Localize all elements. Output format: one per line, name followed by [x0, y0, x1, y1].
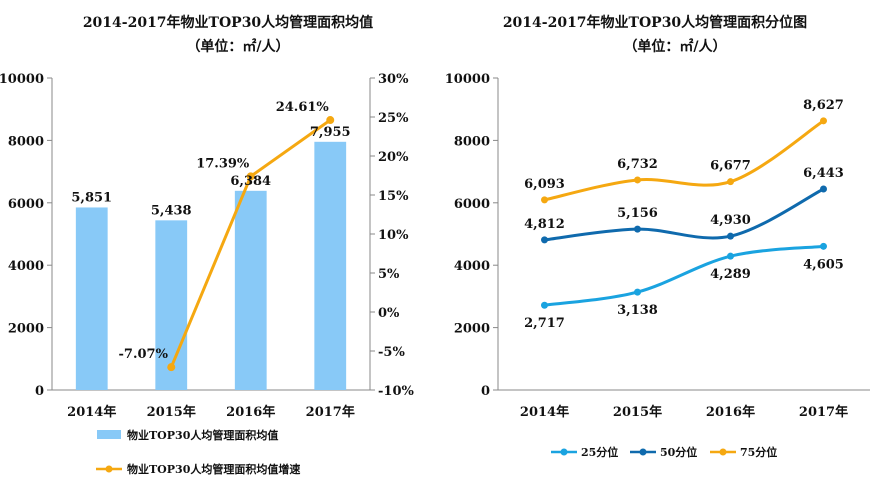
bar	[314, 141, 347, 390]
percentile-point	[634, 176, 641, 184]
left-chart-subtitle: （单位：㎡/人）	[186, 38, 289, 55]
y-tick-label: 8000	[8, 134, 44, 149]
left-legend: 物业TOP30人均管理面积均值 物业TOP30人均管理面积均值增速	[96, 428, 300, 476]
y-tick-label: 2000	[8, 322, 44, 337]
y2-tick-label: 30%	[378, 72, 409, 87]
left-chart-axes: 0 2000 4000 6000 8000 10000 -10% -5% 0% 5% 10% 15% 2…	[0, 72, 414, 420]
percentile-value-label: 4,930	[710, 213, 751, 228]
y-tick-label: 2000	[454, 322, 490, 337]
percentile-point	[727, 178, 734, 186]
percentile-value-label: 8,627	[803, 98, 844, 113]
left-chart-bars	[75, 141, 347, 390]
bar-value-label: 6,384	[230, 174, 271, 189]
percentile-value-label: 2,717	[524, 316, 565, 331]
percentile-point	[820, 242, 827, 250]
x-tick-label: 2015年	[613, 404, 662, 420]
y2-tick-label: 20%	[378, 150, 409, 165]
percentile-line	[544, 187, 825, 242]
legend-p75-label: 75分位	[740, 445, 777, 459]
bar	[155, 220, 188, 390]
percentile-line	[544, 119, 825, 202]
bar-value-label: 5,438	[151, 203, 192, 218]
legend-p25-label: 25分位	[581, 445, 618, 459]
percentile-value-label: 4,605	[803, 257, 844, 272]
x-tick-label: 2016年	[226, 404, 275, 420]
legend-p75-marker	[719, 448, 727, 456]
y2-tick-label: -10%	[378, 384, 414, 399]
bar	[234, 190, 267, 390]
y2-tick-label: 15%	[378, 189, 409, 204]
bar-value-label: 7,955	[310, 125, 351, 140]
growth-point	[167, 363, 176, 372]
y-tick-label: 6000	[8, 197, 44, 212]
bar-value-label: 5,851	[71, 190, 112, 205]
percentile-point	[727, 252, 734, 260]
x-tick-label: 2014年	[67, 404, 116, 420]
legend-p50-label: 50分位	[660, 445, 697, 459]
percentile-value-label: 6,443	[803, 166, 844, 181]
right-legend: 25分位 50分位 75分位	[551, 445, 777, 459]
x-tick-label: 2016年	[706, 404, 755, 420]
left-chart-growth-line	[167, 116, 335, 372]
growth-point	[246, 172, 255, 181]
bar	[75, 207, 108, 390]
legend-bar-label: 物业TOP30人均管理面积均值	[127, 428, 278, 442]
left-chart-data-labels: 5,851 5,438 6,384 7,955 -7.07% 17.39% 24.61%	[71, 100, 350, 362]
right-chart-title: 2014-2017年物业TOP30人均管理面积分位图	[503, 14, 807, 31]
percentile-value-label: 6,677	[710, 159, 751, 174]
growth-value-label: 24.61%	[276, 100, 330, 115]
right-chart-data-labels: 2,717 3,138 4,289 4,605 4,812 5,156 4,930 6,443…	[524, 98, 844, 331]
y2-tick-label: 0%	[378, 306, 400, 321]
percentile-point	[541, 301, 548, 309]
y-tick-label: 4000	[454, 259, 490, 274]
x-tick-label: 2017年	[306, 404, 355, 420]
percentile-point	[541, 196, 548, 204]
percentile-value-label: 6,732	[617, 157, 658, 172]
percentile-point	[727, 232, 734, 240]
x-tick-label: 2015年	[147, 404, 196, 420]
growth-point	[326, 116, 335, 125]
y-tick-label: 0	[481, 384, 490, 399]
percentile-point	[541, 236, 548, 244]
legend-p50-marker	[639, 448, 647, 456]
growth-value-label: 17.39%	[196, 156, 250, 171]
y-tick-label: 6000	[454, 197, 490, 212]
y-tick-label: 10000	[445, 72, 490, 87]
right-chart-lines	[541, 117, 827, 309]
percentile-value-label: 6,093	[524, 177, 565, 192]
percentile-point	[820, 185, 827, 193]
y-tick-label: 10000	[0, 72, 44, 87]
y-tick-label: 8000	[454, 134, 490, 149]
legend-p25-marker	[560, 448, 568, 456]
right-chart-subtitle: （单位：㎡/人）	[623, 38, 726, 55]
y2-tick-label: -5%	[378, 345, 405, 360]
percentile-value-label: 4,289	[710, 267, 751, 282]
right-chart-axes: 0 2000 4000 6000 8000 10000 2014年 2015年 2016年 201…	[445, 72, 870, 420]
y2-tick-label: 25%	[378, 111, 409, 126]
y2-tick-label: 5%	[378, 267, 400, 282]
x-tick-label: 2014年	[520, 404, 569, 420]
percentile-point	[634, 225, 641, 233]
percentile-value-label: 5,156	[617, 206, 658, 221]
percentile-line	[544, 244, 824, 307]
y-tick-label: 0	[35, 384, 44, 399]
legend-line-label: 物业TOP30人均管理面积均值增速	[127, 462, 300, 476]
percentile-point	[634, 288, 641, 296]
left-chart-title: 2014-2017年物业TOP30人均管理面积均值	[83, 14, 373, 31]
growth-value-label: -7.07%	[119, 347, 169, 362]
y2-tick-label: 10%	[378, 228, 409, 243]
percentile-point	[820, 117, 827, 125]
percentile-value-label: 4,812	[524, 217, 565, 232]
legend-line-marker	[105, 465, 113, 473]
percentile-value-label: 3,138	[617, 303, 658, 318]
y-tick-label: 4000	[8, 259, 44, 274]
x-tick-label: 2017年	[799, 404, 848, 420]
legend-bar-swatch	[97, 430, 121, 439]
